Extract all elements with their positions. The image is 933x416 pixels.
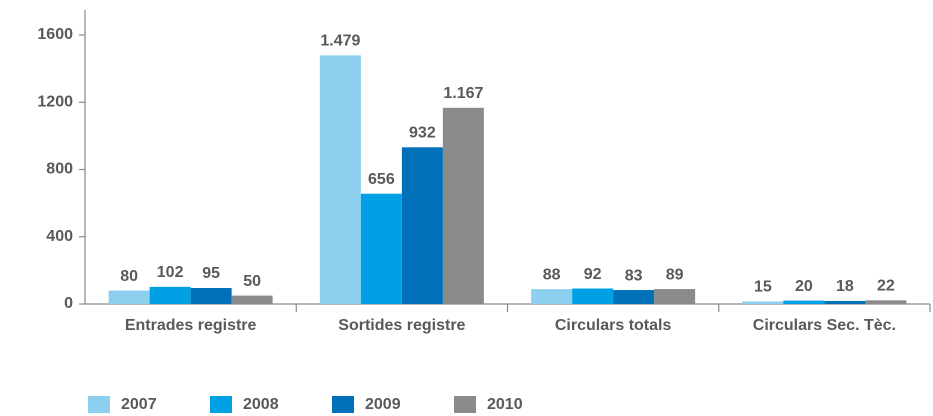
bar	[231, 295, 273, 304]
bar	[319, 55, 361, 304]
value-label: 656	[368, 171, 395, 188]
bar	[613, 290, 655, 304]
bar	[654, 289, 696, 304]
legend-label: 2009	[365, 396, 401, 413]
value-label: 88	[543, 266, 561, 283]
value-label: 92	[584, 266, 602, 283]
y-tick-label: 1600	[37, 26, 73, 43]
value-label: 50	[243, 273, 261, 290]
value-label: 15	[754, 279, 772, 296]
bar	[401, 147, 443, 304]
legend-swatch	[88, 396, 110, 413]
legend-label: 2007	[121, 396, 157, 413]
value-label: 1.167	[443, 85, 483, 102]
bar	[572, 288, 614, 304]
bar	[783, 300, 825, 304]
value-label: 18	[836, 278, 854, 295]
y-tick-label: 400	[46, 228, 73, 245]
x-tick-label: Entrades registre	[125, 317, 257, 334]
value-label: 80	[120, 268, 138, 285]
bar	[190, 288, 232, 304]
bar	[531, 289, 573, 304]
value-label: 102	[157, 264, 184, 281]
bar	[742, 301, 784, 304]
legend-swatch	[332, 396, 354, 413]
value-label: 95	[202, 265, 220, 282]
bar	[824, 300, 866, 304]
bar	[149, 286, 191, 304]
legend-label: 2010	[487, 396, 523, 413]
value-label: 83	[625, 267, 643, 284]
y-tick-label: 800	[46, 161, 73, 178]
x-tick-label: Circulars Sec. Tèc.	[753, 317, 896, 334]
bar	[360, 193, 402, 304]
value-label: 1.479	[320, 33, 360, 50]
y-tick-label: 1200	[37, 93, 73, 110]
x-tick-label: Circulars totals	[555, 317, 672, 334]
bar	[108, 290, 150, 304]
value-label: 932	[409, 125, 436, 142]
legend-swatch	[454, 396, 476, 413]
y-tick-label: 0	[64, 295, 73, 312]
value-label: 22	[877, 278, 895, 295]
legend-label: 2008	[243, 396, 279, 413]
legend-swatch	[210, 396, 232, 413]
value-label: 20	[795, 278, 813, 295]
value-label: 89	[666, 266, 684, 283]
bar	[442, 107, 484, 304]
x-tick-label: Sortides registre	[338, 317, 465, 334]
bar	[865, 300, 907, 304]
